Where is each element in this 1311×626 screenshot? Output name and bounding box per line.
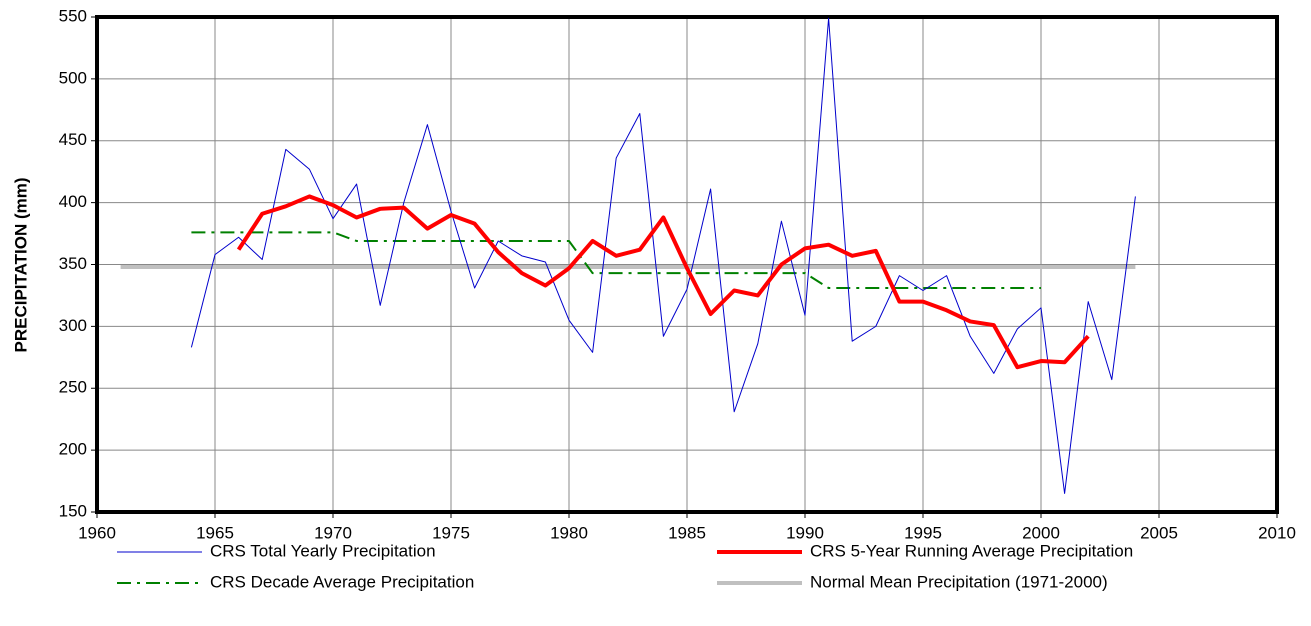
legend-label: CRS Decade Average Precipitation: [210, 572, 474, 591]
y-tick-label: 450: [59, 130, 87, 149]
x-tick-label: 2000: [1022, 523, 1060, 542]
series-line: [236, 194, 1090, 370]
x-tick-label: 1970: [314, 523, 352, 542]
legend-label: CRS 5-Year Running Average Precipitation: [810, 541, 1133, 560]
series-line: [191, 231, 1041, 290]
y-tick-label: 300: [59, 316, 87, 335]
y-tick-label: 250: [59, 378, 87, 397]
x-tick-label: 1960: [78, 523, 116, 542]
y-tick-label: 550: [59, 6, 87, 25]
y-tick-label: 150: [59, 501, 87, 520]
legend-label: Normal Mean Precipitation (1971-2000): [810, 572, 1108, 591]
y-axis-label: PRECIPITATION (mm): [11, 177, 30, 352]
x-tick-label: 2005: [1140, 523, 1178, 542]
plot-border: [95, 15, 1279, 514]
y-tick-label: 350: [59, 254, 87, 273]
y-tick-label: 200: [59, 440, 87, 459]
x-tick-label: 2010: [1258, 523, 1296, 542]
y-tick-label: 400: [59, 192, 87, 211]
x-tick-label: 1965: [196, 523, 234, 542]
x-tick-label: 1980: [550, 523, 588, 542]
x-tick-label: 1990: [786, 523, 824, 542]
series-line: [190, 17, 1136, 494]
x-tick-label: 1975: [432, 523, 470, 542]
x-tick-label: 1995: [904, 523, 942, 542]
x-tick-label: 1985: [668, 523, 706, 542]
y-tick-label: 500: [59, 68, 87, 87]
legend-label: CRS Total Yearly Precipitation: [210, 541, 436, 560]
